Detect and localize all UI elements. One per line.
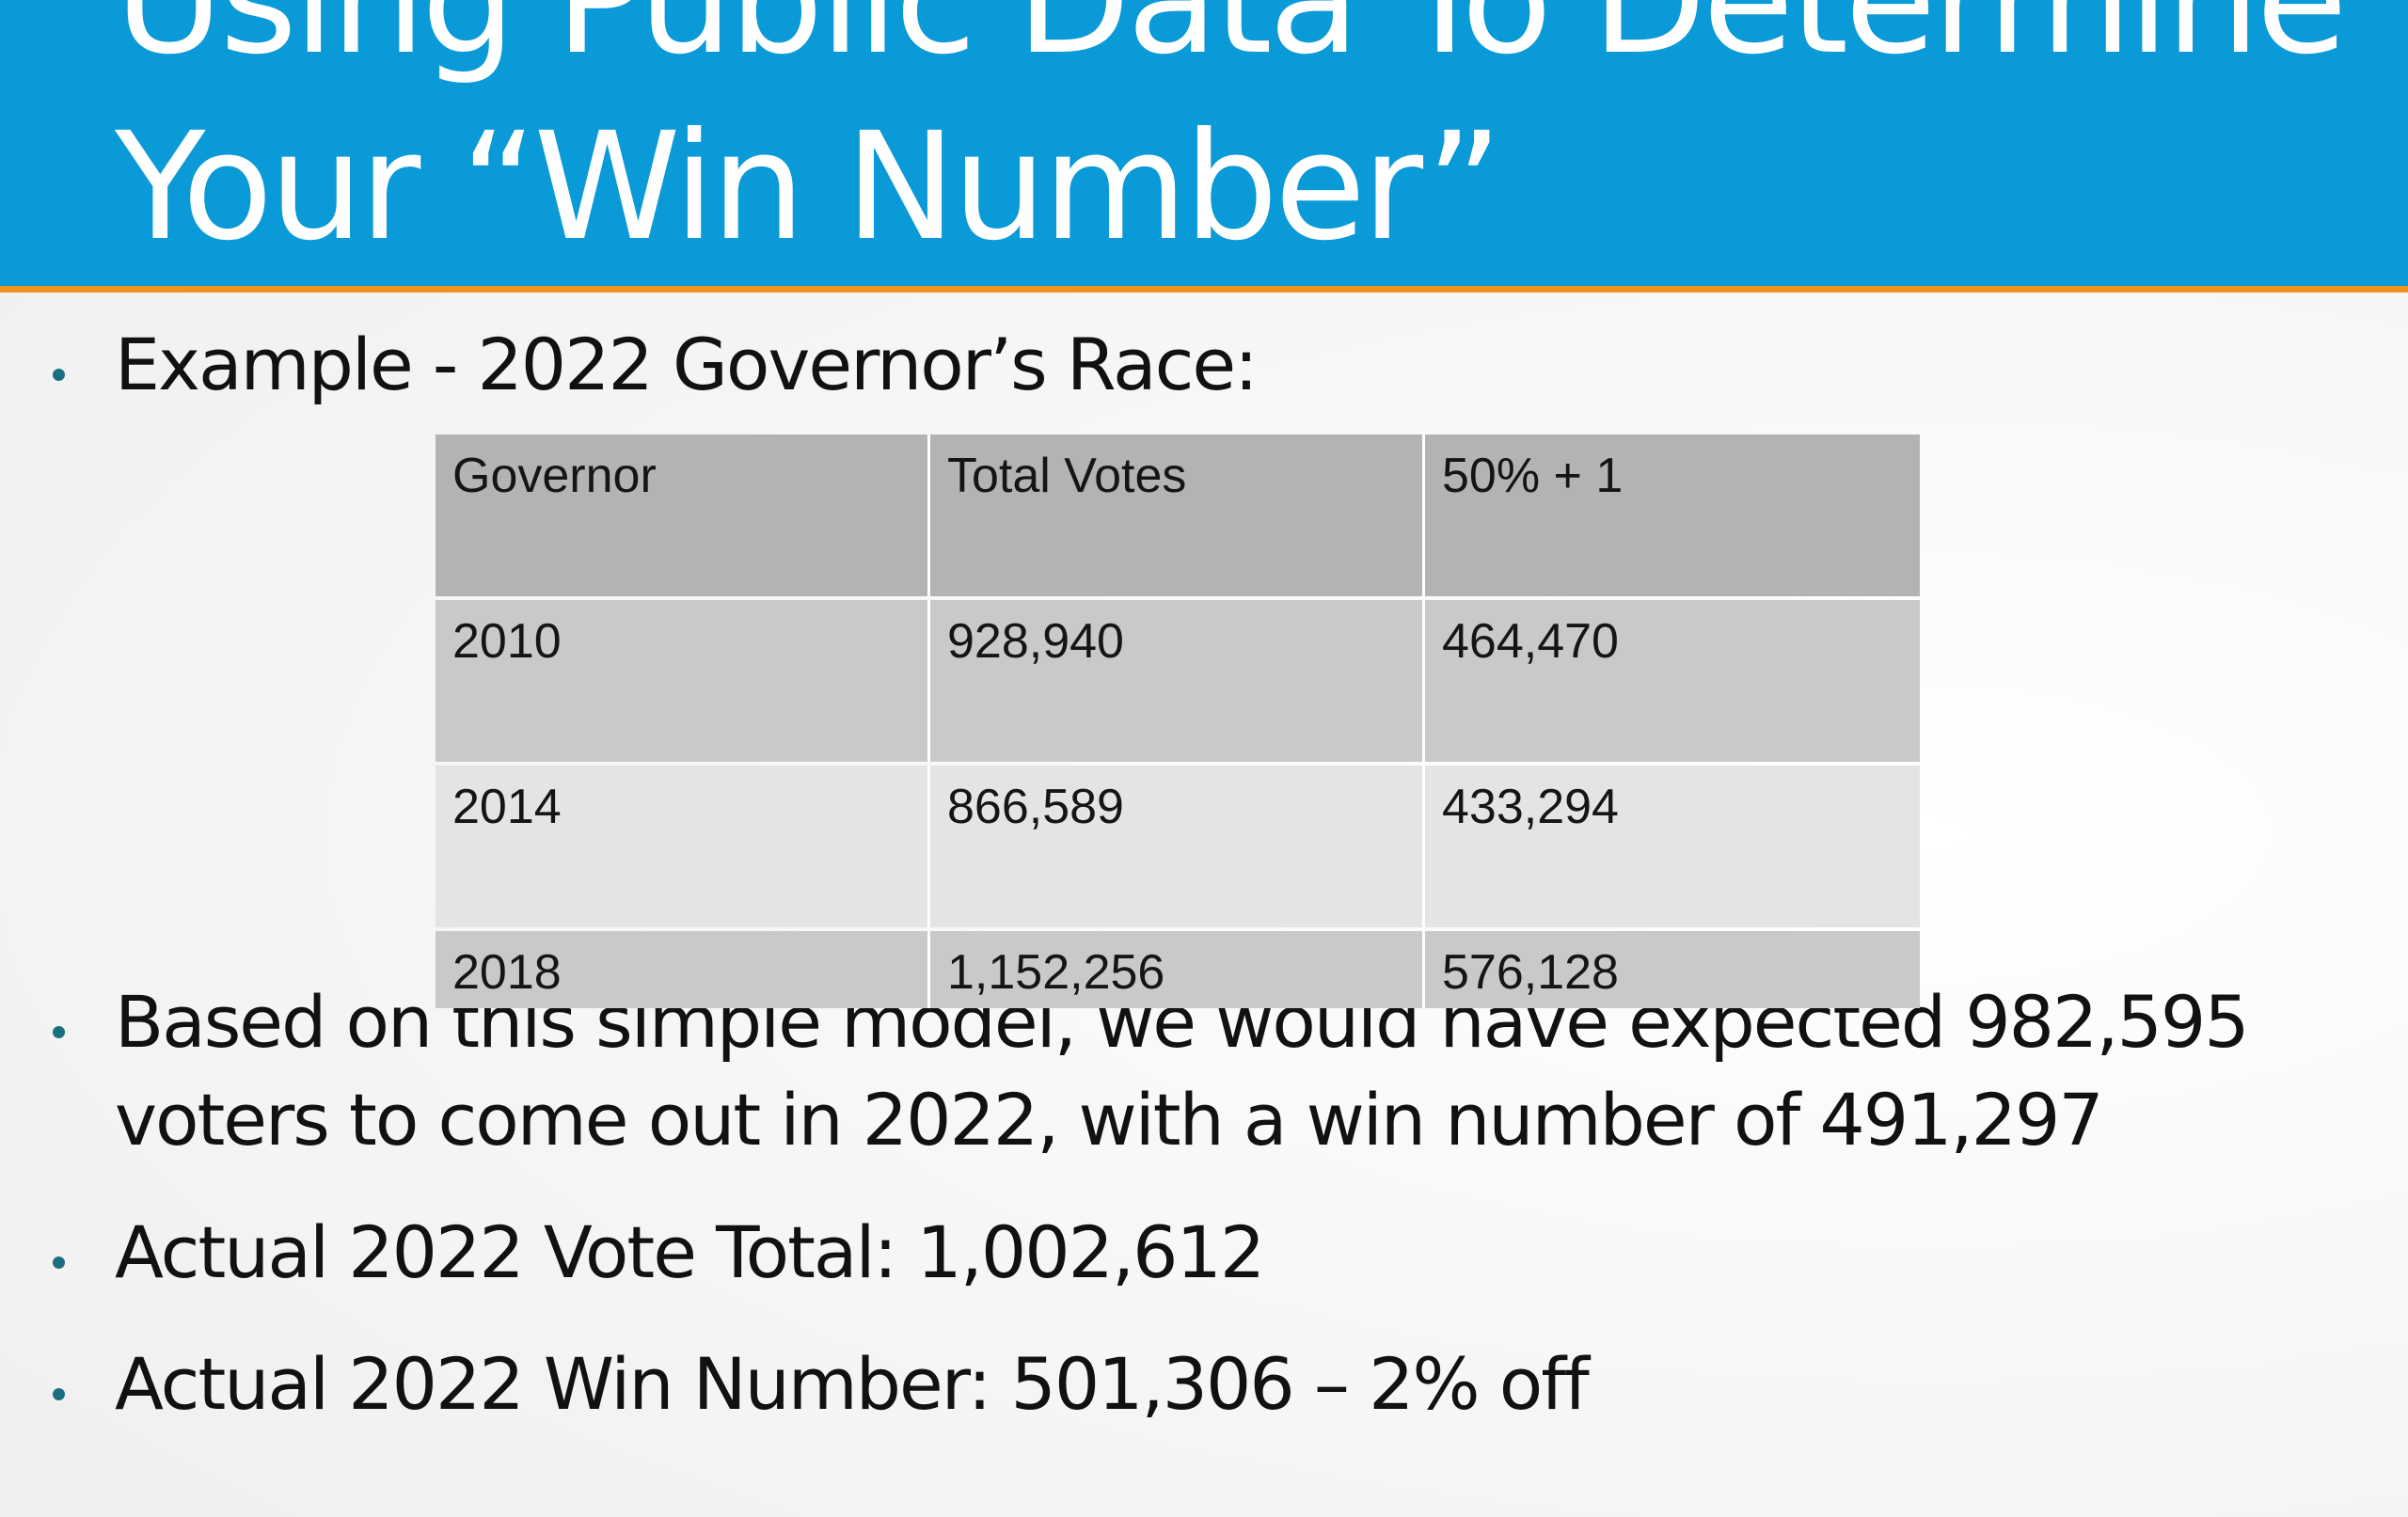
- table-header-row: Governor Total Votes 50% + 1: [436, 435, 1920, 596]
- slide-title-line-2: Your “Win Number”: [115, 101, 1503, 274]
- table-cell: 866,589: [930, 766, 1425, 927]
- slide-header: Using Public Data To Determine Your “Win…: [0, 0, 2408, 292]
- table-row: 2018 1,152,256 576,128: [436, 931, 1920, 1008]
- bullet-actual-win-text: Actual 2022 Win Number: 501,306 – 2% off: [115, 1342, 1590, 1426]
- table-header-cell: Total Votes: [930, 435, 1425, 596]
- table-header-cell: 50% + 1: [1442, 449, 1624, 503]
- table-cell: 928,940: [930, 600, 1425, 762]
- table-header-cell: Governor: [436, 435, 930, 596]
- table-cell: 1,152,256: [930, 931, 1425, 1008]
- bullet-model-line-2: voters to come out in 2022, with a win n…: [115, 1078, 2104, 1161]
- table-cell: 2018: [436, 931, 930, 1008]
- slide-title-line-1: Using Public Data To Determine: [115, 0, 2348, 87]
- bullet-dot-icon: [53, 369, 65, 381]
- bullet-dot-icon: [53, 1256, 65, 1269]
- table-cell: 2010: [436, 600, 930, 762]
- table-cell: 576,128: [1442, 945, 1619, 1000]
- table-row: 2014 866,589 433,294: [436, 766, 1920, 927]
- table-cell: 433,294: [1442, 780, 1619, 834]
- table-cell: 464,470: [1442, 614, 1619, 669]
- bullet-dot-icon: [53, 1026, 65, 1038]
- governor-votes-table: Governor Total Votes 50% + 1 2010 928,94…: [436, 435, 1920, 1008]
- bullet-dot-icon: [53, 1388, 65, 1400]
- table-row: 2010 928,940 464,470: [436, 600, 1920, 762]
- bullet-actual-total-text: Actual 2022 Vote Total: 1,002,612: [115, 1210, 1265, 1294]
- bullet-example-text: Example - 2022 Governor’s Race:: [115, 323, 1259, 406]
- table-cell: 2014: [436, 766, 930, 927]
